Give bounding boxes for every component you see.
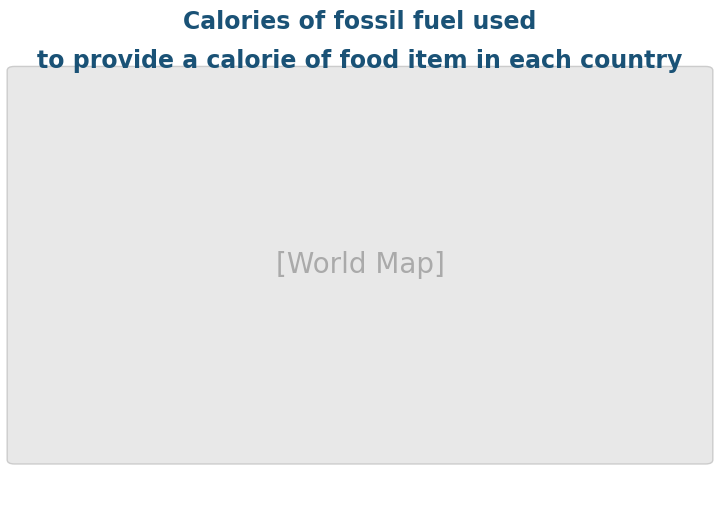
Text: to provide a calorie of food item in each country: to provide a calorie of food item in eac… xyxy=(37,49,683,73)
Text: Calories of fossil fuel used: Calories of fossil fuel used xyxy=(184,10,536,34)
FancyBboxPatch shape xyxy=(7,67,713,464)
Text: [World Map]: [World Map] xyxy=(276,251,444,279)
